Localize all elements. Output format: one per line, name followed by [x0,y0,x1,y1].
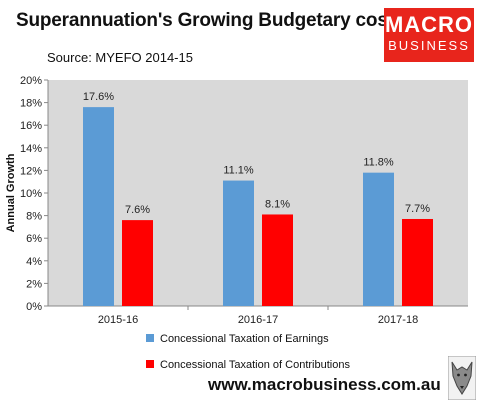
y-tick-label: 16% [20,120,42,132]
y-tick-label: 10% [20,188,42,200]
legend-swatch-earnings [146,334,154,342]
chart-source: Source: MYEFO 2014-15 [47,50,193,65]
legend-swatch-contributions [146,360,154,368]
data-label: 7.6% [125,204,150,216]
data-label: 8.1% [265,198,290,210]
bar-earnings-2016-17 [223,180,254,306]
data-label: 11.1% [223,165,254,177]
data-label: 17.6% [83,91,114,103]
y-tick-label: 20% [20,75,42,87]
legend-label-earnings: Concessional Taxation of Earnings [160,333,329,345]
x-tick-label: 2015-16 [98,314,138,326]
legend-item-earnings: Concessional Taxation of Earnings [146,333,329,345]
website-url: www.macrobusiness.com.au [208,375,441,394]
bar-earnings-2017-18 [363,172,394,306]
legend-label-contributions: Concessional Taxation of Contributions [160,359,350,371]
x-tick-label: 2017-18 [378,314,418,326]
plot-area [48,80,468,306]
bar-contributions-2017-18 [402,218,433,306]
bar-earnings-2015-16 [83,107,114,307]
wolf-icon [448,356,476,400]
bar-contributions-2015-16 [122,220,153,306]
y-tick-label: 0% [26,301,42,313]
y-tick-label: 14% [20,143,42,155]
logo-line-2: BUSINESS [388,38,470,53]
x-tick-label: 2016-17 [238,314,278,326]
y-tick-label: 8% [26,211,42,223]
y-tick-label: 18% [20,98,42,110]
bar-contributions-2016-17 [262,214,293,306]
y-tick-label: 4% [26,256,42,268]
y-tick-label: 2% [26,278,42,290]
legend-item-contributions: Concessional Taxation of Contributions [146,359,350,371]
logo-line-1: MACRO [384,12,474,37]
y-tick-label: 12% [20,165,42,177]
data-label: 7.7% [405,203,430,215]
chart-title: Superannuation's Growing Budgetary cost [16,10,394,31]
data-label: 11.8% [363,157,394,169]
y-tick-label: 6% [26,233,42,245]
y-axis-label: Annual Growth [5,153,17,232]
macrobusiness-logo: MACRO BUSINESS [384,8,474,62]
